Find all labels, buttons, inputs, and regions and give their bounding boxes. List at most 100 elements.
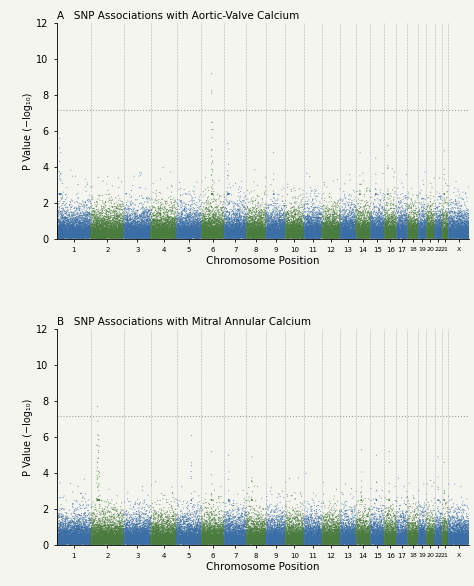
Point: [391, 536, 399, 545]
Point: [379, 224, 386, 234]
Point: [369, 538, 376, 547]
Point: [364, 230, 372, 240]
Point: [287, 531, 295, 540]
Point: [438, 230, 446, 239]
Point: [310, 533, 318, 543]
Point: [331, 530, 338, 540]
Point: [152, 227, 159, 236]
Point: [290, 539, 297, 548]
Point: [71, 232, 79, 241]
Point: [294, 531, 302, 540]
Point: [91, 230, 99, 239]
Point: [449, 230, 456, 240]
Point: [355, 530, 363, 539]
Point: [289, 223, 296, 232]
Point: [286, 220, 294, 230]
Point: [429, 515, 437, 524]
Point: [401, 536, 408, 546]
Point: [393, 232, 401, 241]
Point: [305, 221, 312, 230]
Point: [331, 533, 339, 543]
Point: [82, 539, 90, 548]
Point: [204, 533, 211, 542]
Point: [104, 534, 112, 543]
Point: [299, 537, 307, 546]
Point: [123, 224, 131, 233]
Point: [337, 231, 344, 241]
Point: [107, 538, 114, 547]
Point: [275, 534, 283, 544]
Point: [119, 225, 127, 234]
Point: [183, 524, 191, 534]
Point: [442, 537, 449, 547]
Point: [290, 207, 297, 216]
Point: [89, 230, 97, 239]
Point: [405, 230, 412, 239]
Point: [137, 211, 145, 220]
Point: [354, 538, 362, 547]
Point: [365, 232, 373, 241]
Point: [243, 533, 250, 543]
Point: [193, 534, 201, 543]
Point: [409, 532, 417, 541]
Point: [327, 535, 335, 544]
Point: [181, 531, 189, 540]
Point: [287, 533, 294, 542]
Point: [278, 223, 286, 232]
Point: [354, 233, 362, 243]
Point: [136, 233, 143, 242]
Point: [276, 227, 284, 237]
Point: [178, 210, 186, 219]
Point: [74, 233, 82, 243]
Point: [107, 524, 115, 534]
Point: [98, 539, 106, 548]
Point: [450, 216, 457, 225]
Point: [181, 537, 189, 546]
Point: [303, 225, 310, 234]
Point: [393, 231, 401, 240]
Point: [140, 222, 147, 231]
Point: [124, 539, 132, 548]
Point: [219, 530, 227, 540]
Point: [152, 523, 159, 533]
Point: [395, 228, 402, 237]
Point: [78, 522, 86, 532]
Point: [84, 231, 91, 241]
Point: [259, 538, 267, 547]
Point: [248, 538, 255, 547]
Point: [425, 519, 433, 528]
Point: [212, 231, 219, 240]
Point: [418, 229, 425, 238]
Point: [187, 229, 195, 238]
Point: [356, 538, 364, 547]
Point: [339, 537, 346, 547]
Point: [76, 221, 83, 230]
Point: [234, 224, 241, 233]
Point: [236, 232, 243, 241]
Point: [286, 525, 293, 534]
Point: [408, 219, 415, 228]
Point: [182, 233, 190, 243]
Point: [337, 536, 344, 546]
Point: [127, 219, 135, 229]
Point: [255, 222, 262, 231]
Point: [356, 233, 364, 243]
Point: [219, 539, 226, 548]
Point: [264, 231, 272, 241]
Point: [177, 537, 185, 546]
Point: [104, 219, 112, 228]
Point: [118, 538, 125, 547]
Point: [124, 537, 132, 546]
Point: [229, 539, 237, 548]
Point: [248, 537, 255, 546]
Point: [412, 535, 420, 544]
Point: [386, 226, 393, 235]
Point: [64, 522, 71, 531]
Point: [327, 530, 335, 539]
Point: [463, 231, 471, 241]
Point: [351, 229, 358, 238]
Point: [429, 531, 437, 540]
Point: [222, 229, 230, 239]
Point: [248, 495, 256, 505]
Point: [331, 229, 338, 239]
